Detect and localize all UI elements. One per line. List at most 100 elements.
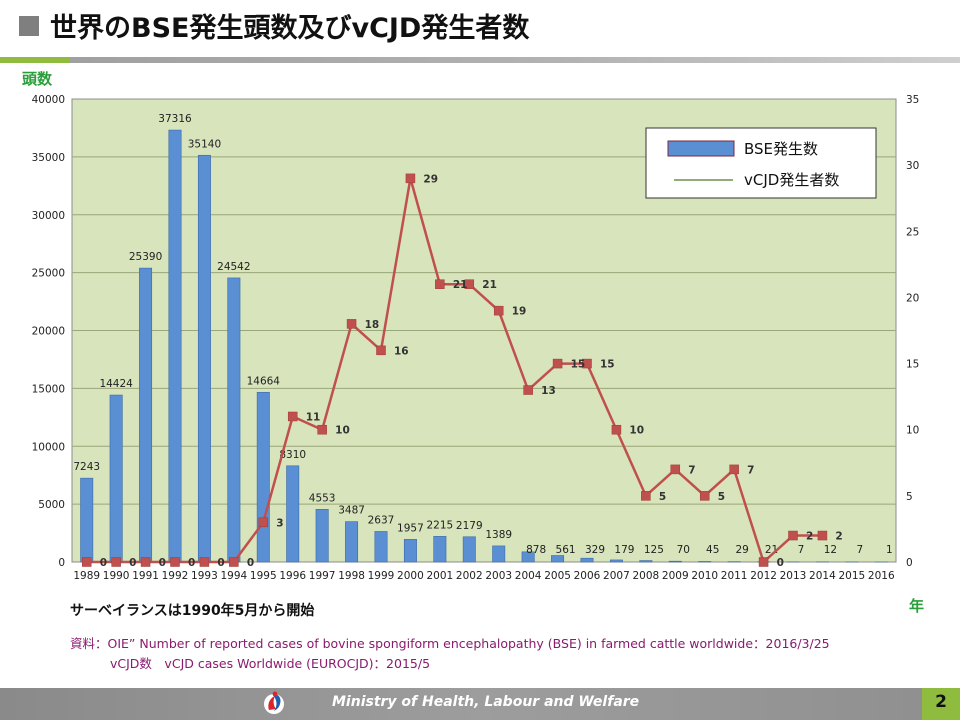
- vcjd-value-label: 10: [335, 425, 350, 437]
- vcjd-marker: [699, 491, 710, 501]
- bse-value-label: 4553: [309, 492, 336, 504]
- vcjd-value-label: 0: [217, 557, 224, 569]
- vcjd-value-label: 0: [188, 557, 195, 569]
- source-note-oie: 資料：OIE” Number of reported cases of bovi…: [70, 636, 830, 651]
- vcjd-marker: [140, 557, 151, 567]
- bse-value-label: 2637: [368, 514, 395, 526]
- bse-bar: [197, 154, 211, 563]
- bse-bar: [315, 508, 329, 563]
- x-tick-label: 1989: [73, 570, 100, 582]
- x-tick-label: 1990: [103, 570, 130, 582]
- bse-bar: [80, 477, 94, 563]
- bse-bar: [551, 555, 565, 563]
- bse-value-label: 329: [585, 544, 605, 556]
- y2-tick-label: 5: [906, 491, 913, 503]
- bse-value-label: 35140: [188, 138, 221, 150]
- vcjd-value-label: 3: [276, 517, 283, 529]
- vcjd-marker: [81, 557, 92, 567]
- y-tick-label: 40000: [32, 94, 65, 106]
- y-axis-title: 頭数: [22, 70, 53, 88]
- vcjd-marker: [435, 279, 445, 289]
- bse-value-label: 2215: [426, 519, 453, 531]
- bse-bar: [168, 129, 182, 563]
- vcjd-value-label: 19: [512, 306, 527, 318]
- x-tick-label: 2003: [485, 570, 512, 582]
- vcjd-marker: [523, 385, 533, 395]
- x-tick-label: 2012: [750, 570, 777, 582]
- bse-value-label: 1957: [397, 522, 424, 534]
- x-tick-label: 1991: [132, 570, 159, 582]
- vcjd-value-label: 5: [659, 491, 666, 503]
- x-tick-label: 1998: [338, 570, 365, 582]
- x-tick-label: 2004: [515, 570, 542, 582]
- vcjd-marker: [199, 557, 210, 567]
- vcjd-marker: [552, 358, 563, 369]
- vcjd-marker: [346, 319, 357, 329]
- bse-vcjd-chart: 0500010000150002000025000300003500040000…: [32, 94, 920, 582]
- footer-bar: [0, 688, 960, 720]
- bse-value-label: 14424: [99, 378, 133, 390]
- bse-value-label: 25390: [129, 251, 162, 263]
- bse-value-label: 29: [735, 544, 748, 556]
- y2-tick-label: 0: [906, 557, 913, 569]
- x-tick-label: 2002: [456, 570, 483, 582]
- y-tick-label: 10000: [32, 441, 65, 453]
- surveillance-note: サーベイランスは1990年5月から開始: [70, 603, 315, 619]
- vcjd-value-label: 21: [453, 279, 468, 291]
- page-title: 世界のBSE発生頭数及びvCJD発生者数: [50, 13, 530, 44]
- x-tick-label: 1995: [250, 570, 277, 582]
- bse-value-label: 12: [824, 544, 837, 556]
- bse-value-label: 1389: [485, 529, 512, 541]
- vcjd-marker: [758, 557, 769, 567]
- x-tick-label: 2008: [632, 570, 659, 582]
- y2-tick-label: 20: [906, 292, 919, 304]
- bse-value-label: 45: [706, 544, 719, 556]
- y-tick-label: 0: [58, 557, 65, 569]
- vcjd-marker: [111, 557, 121, 567]
- y-tick-label: 30000: [32, 210, 65, 222]
- bse-bar: [462, 536, 476, 563]
- bse-bar: [403, 539, 417, 563]
- title-bullet: [19, 16, 39, 36]
- ministry-logo-icon: [264, 691, 284, 714]
- vcjd-marker: [582, 358, 592, 369]
- bse-bar: [109, 394, 123, 563]
- vcjd-value-label: 5: [718, 491, 725, 503]
- bse-bar: [345, 521, 359, 563]
- bse-value-label: 70: [677, 544, 690, 556]
- vcjd-value-label: 7: [688, 464, 695, 476]
- vcjd-value-label: 7: [747, 464, 754, 476]
- x-tick-label: 2000: [397, 570, 424, 582]
- vcjd-value-label: 11: [306, 411, 321, 423]
- y2-tick-label: 25: [906, 226, 919, 238]
- bse-bar: [492, 545, 506, 563]
- vcjd-marker: [229, 557, 239, 567]
- bse-value-label: 125: [644, 544, 664, 556]
- vcjd-value-label: 10: [629, 425, 644, 437]
- legend-box: [645, 127, 877, 199]
- bse-bar: [286, 465, 300, 563]
- legend-label-vcjd: vCJD発生者数: [744, 171, 839, 189]
- bse-bar: [433, 536, 447, 563]
- footer-organization: Ministry of Health, Labour and Welfare: [332, 694, 640, 710]
- vcjd-value-label: 15: [571, 359, 586, 371]
- vcjd-value-label: 0: [159, 557, 166, 569]
- bse-value-label: 7: [798, 544, 805, 556]
- x-tick-label: 2011: [721, 570, 748, 582]
- bse-bar: [374, 531, 388, 563]
- bse-value-label: 7: [857, 544, 864, 556]
- bse-bar: [521, 551, 535, 563]
- bse-value-label: 37316: [158, 113, 192, 125]
- x-tick-label: 2007: [603, 570, 630, 582]
- vcjd-line: [86, 178, 823, 565]
- vcjd-marker: [611, 424, 622, 435]
- x-tick-label: 2006: [574, 570, 601, 582]
- bse-bar: [668, 560, 682, 563]
- vcjd-value-label: 2: [806, 531, 813, 543]
- vcjd-marker: [258, 517, 269, 528]
- vcjd-value-label: 18: [365, 319, 380, 331]
- y2-tick-label: 30: [906, 160, 919, 172]
- vcjd-marker: [464, 279, 475, 289]
- bse-value-label: 3487: [338, 505, 365, 517]
- bse-value-label: 8310: [279, 449, 306, 461]
